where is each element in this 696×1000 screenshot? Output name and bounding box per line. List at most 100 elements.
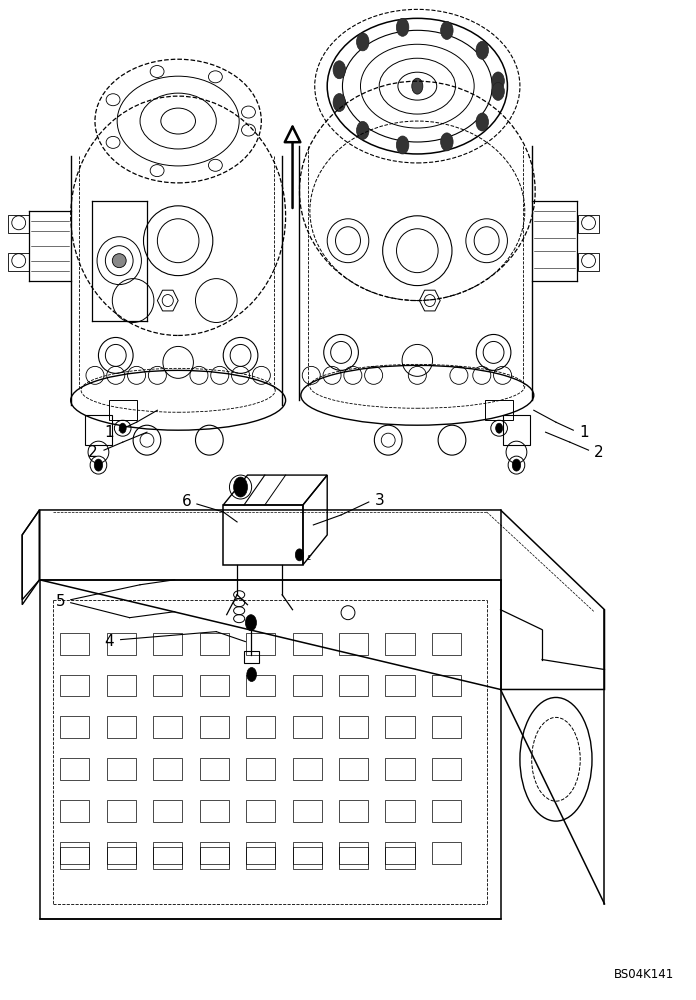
Bar — [246, 800, 275, 822]
Text: 4: 4 — [104, 634, 113, 649]
Bar — [106, 847, 136, 869]
Bar — [153, 800, 182, 822]
Bar — [292, 633, 322, 655]
Text: 3: 3 — [374, 493, 384, 508]
Bar — [61, 800, 89, 822]
Circle shape — [496, 423, 503, 433]
Bar — [200, 633, 229, 655]
Bar — [106, 716, 136, 738]
Bar — [503, 415, 530, 445]
Bar — [432, 675, 461, 696]
Circle shape — [492, 72, 505, 90]
Bar — [386, 633, 415, 655]
Bar — [153, 633, 182, 655]
Bar — [153, 675, 182, 696]
Bar — [339, 716, 368, 738]
Circle shape — [333, 94, 345, 112]
Bar — [292, 675, 322, 696]
Bar — [106, 633, 136, 655]
Bar — [246, 758, 275, 780]
Ellipse shape — [112, 254, 126, 268]
Bar — [109, 400, 136, 420]
Text: 5: 5 — [56, 594, 65, 609]
Circle shape — [412, 78, 423, 94]
Bar — [85, 415, 112, 445]
Circle shape — [119, 423, 126, 433]
Bar — [153, 758, 182, 780]
Bar — [292, 847, 322, 869]
Circle shape — [476, 113, 489, 131]
Bar — [386, 800, 415, 822]
Bar — [339, 675, 368, 696]
Circle shape — [247, 668, 257, 681]
Bar — [432, 633, 461, 655]
Bar — [200, 758, 229, 780]
Text: 2: 2 — [88, 445, 97, 460]
Circle shape — [356, 121, 369, 139]
Bar — [8, 253, 29, 271]
Circle shape — [333, 61, 345, 79]
Bar — [432, 758, 461, 780]
Circle shape — [396, 18, 409, 36]
Circle shape — [441, 21, 453, 39]
Bar — [386, 842, 415, 864]
Bar — [292, 842, 322, 864]
Bar — [246, 842, 275, 864]
Bar — [246, 716, 275, 738]
Circle shape — [492, 82, 505, 100]
Text: 2: 2 — [594, 445, 603, 460]
Circle shape — [94, 459, 102, 471]
Bar — [432, 800, 461, 822]
Bar — [292, 716, 322, 738]
Bar — [61, 716, 89, 738]
Bar — [578, 253, 599, 271]
Bar — [61, 842, 89, 864]
Bar — [153, 847, 182, 869]
Bar — [61, 675, 89, 696]
Circle shape — [441, 133, 453, 151]
Circle shape — [512, 459, 521, 471]
Bar — [386, 675, 415, 696]
Bar — [106, 758, 136, 780]
Bar — [223, 505, 303, 565]
Bar — [200, 842, 229, 864]
Bar — [153, 842, 182, 864]
Bar — [61, 633, 89, 655]
Bar — [339, 842, 368, 864]
Bar — [292, 758, 322, 780]
Bar — [61, 758, 89, 780]
Bar — [292, 800, 322, 822]
Bar — [339, 800, 368, 822]
Bar — [485, 400, 513, 420]
Bar — [432, 716, 461, 738]
Bar — [244, 651, 260, 663]
Text: 1: 1 — [104, 425, 113, 440]
Circle shape — [295, 549, 303, 561]
Bar — [386, 758, 415, 780]
Bar — [106, 842, 136, 864]
Bar — [200, 716, 229, 738]
Bar — [246, 675, 275, 696]
Bar — [61, 847, 89, 869]
Bar — [339, 633, 368, 655]
Bar — [386, 716, 415, 738]
Bar — [432, 842, 461, 864]
Text: 6: 6 — [182, 494, 192, 509]
Bar — [153, 716, 182, 738]
Bar — [578, 215, 599, 233]
Circle shape — [476, 41, 489, 59]
Circle shape — [234, 477, 248, 497]
Bar — [339, 847, 368, 869]
Circle shape — [396, 136, 409, 154]
Bar — [339, 758, 368, 780]
Text: BS04K141: BS04K141 — [614, 968, 674, 981]
Bar — [106, 800, 136, 822]
Text: 1: 1 — [579, 425, 589, 440]
Bar — [8, 215, 29, 233]
Bar — [386, 847, 415, 869]
Circle shape — [356, 33, 369, 51]
Bar — [246, 847, 275, 869]
Bar — [200, 847, 229, 869]
Text: $\varepsilon$: $\varepsilon$ — [306, 553, 313, 562]
Circle shape — [246, 615, 257, 631]
